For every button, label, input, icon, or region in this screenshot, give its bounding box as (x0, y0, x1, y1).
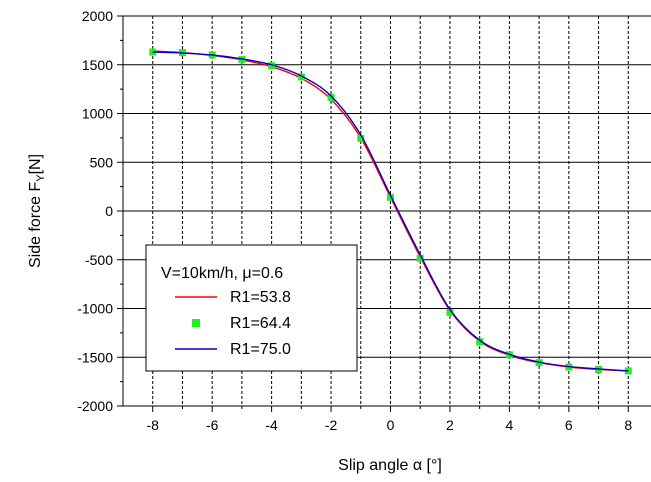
x-tick-label: 4 (505, 417, 513, 433)
y-axis-label-unit: [N] (27, 154, 44, 174)
y-tick-label: -500 (85, 252, 113, 268)
x-tick-label: -6 (206, 417, 219, 433)
y-tick-label: 500 (90, 154, 114, 170)
x-tick-label: 0 (387, 417, 395, 433)
legend: V=10km/h, μ=0.6 R1=53.8 R1=64.4 R1=75.0 (146, 245, 357, 371)
x-tick-label: -2 (325, 417, 338, 433)
y-tick-label: 1000 (82, 106, 113, 122)
legend-label: R1=75.0 (230, 341, 291, 358)
legend-swatch-marker (192, 319, 200, 327)
y-tick-label: -1000 (77, 301, 113, 317)
legend-label: R1=53.8 (230, 289, 291, 306)
x-tick-label: -4 (265, 417, 278, 433)
y-tick-label: -1500 (77, 349, 113, 365)
data-point (328, 94, 335, 101)
x-tick-label: 6 (565, 417, 573, 433)
x-tick-label: 2 (446, 417, 454, 433)
y-tick-label: -2000 (77, 398, 113, 414)
x-tick-label: -8 (146, 417, 159, 433)
y-axis-label-main: Side force F (27, 182, 44, 268)
y-tick-label: 2000 (82, 8, 113, 24)
y-tick-label: 0 (105, 203, 113, 219)
x-axis-label: Slip angle α [°] (338, 457, 442, 474)
legend-title: V=10km/h, μ=0.6 (161, 265, 283, 282)
legend-label: R1=64.4 (230, 315, 291, 332)
y-tick-label: 1500 (82, 57, 113, 73)
y-axis-label: Side force FY[N] (27, 154, 47, 268)
x-tick-label: 8 (624, 417, 632, 433)
